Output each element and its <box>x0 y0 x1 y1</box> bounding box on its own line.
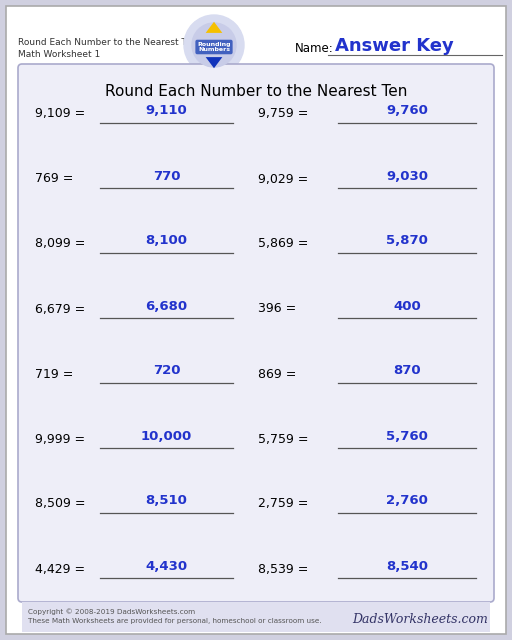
Text: 8,540: 8,540 <box>386 559 428 573</box>
Text: 5,759 =: 5,759 = <box>258 433 309 445</box>
Text: 2,759 =: 2,759 = <box>258 497 308 511</box>
Text: Rounding
Numbers: Rounding Numbers <box>197 42 231 52</box>
Text: 9,029 =: 9,029 = <box>258 173 308 186</box>
Text: 8,100: 8,100 <box>145 234 187 248</box>
Text: Math Worksheet 1: Math Worksheet 1 <box>18 50 100 59</box>
Circle shape <box>192 23 236 67</box>
Text: 720: 720 <box>153 365 180 378</box>
Text: 8,099 =: 8,099 = <box>35 237 86 250</box>
Text: Round Each Number to the Nearest Ten: Round Each Number to the Nearest Ten <box>18 38 197 47</box>
Text: 870: 870 <box>393 365 421 378</box>
Text: 6,680: 6,680 <box>145 300 187 312</box>
Text: Answer Key: Answer Key <box>335 37 454 55</box>
Text: 719 =: 719 = <box>35 367 73 381</box>
Text: DadsWorksheets.com: DadsWorksheets.com <box>352 613 488 626</box>
Text: 400: 400 <box>393 300 421 312</box>
Text: 9,110: 9,110 <box>145 104 187 118</box>
Text: 4,429 =: 4,429 = <box>35 563 85 575</box>
Text: 9,030: 9,030 <box>386 170 428 182</box>
Text: 9,760: 9,760 <box>386 104 428 118</box>
Text: 869 =: 869 = <box>258 367 296 381</box>
Circle shape <box>184 15 244 75</box>
Text: 769 =: 769 = <box>35 173 73 186</box>
FancyBboxPatch shape <box>22 602 490 632</box>
Text: 9,759 =: 9,759 = <box>258 108 308 120</box>
Text: 2,760: 2,760 <box>386 495 428 508</box>
Text: 9,999 =: 9,999 = <box>35 433 85 445</box>
Text: 8,509 =: 8,509 = <box>35 497 86 511</box>
FancyBboxPatch shape <box>18 64 494 602</box>
FancyBboxPatch shape <box>6 6 506 634</box>
Text: Copyright © 2008-2019 DadsWorksheets.com: Copyright © 2008-2019 DadsWorksheets.com <box>28 608 195 614</box>
Text: 8,539 =: 8,539 = <box>258 563 308 575</box>
Text: 5,870: 5,870 <box>386 234 428 248</box>
Text: 8,510: 8,510 <box>145 495 187 508</box>
Text: 396 =: 396 = <box>258 303 296 316</box>
Text: 9,109 =: 9,109 = <box>35 108 86 120</box>
Text: 5,869 =: 5,869 = <box>258 237 308 250</box>
Text: 770: 770 <box>153 170 180 182</box>
Text: 10,000: 10,000 <box>141 429 192 442</box>
Text: 6,679 =: 6,679 = <box>35 303 86 316</box>
Text: Name:: Name: <box>295 42 334 54</box>
Text: Round Each Number to the Nearest Ten: Round Each Number to the Nearest Ten <box>105 84 407 99</box>
Text: These Math Worksheets are provided for personal, homeschool or classroom use.: These Math Worksheets are provided for p… <box>28 618 322 624</box>
Text: 4,430: 4,430 <box>145 559 187 573</box>
Text: 5,760: 5,760 <box>386 429 428 442</box>
